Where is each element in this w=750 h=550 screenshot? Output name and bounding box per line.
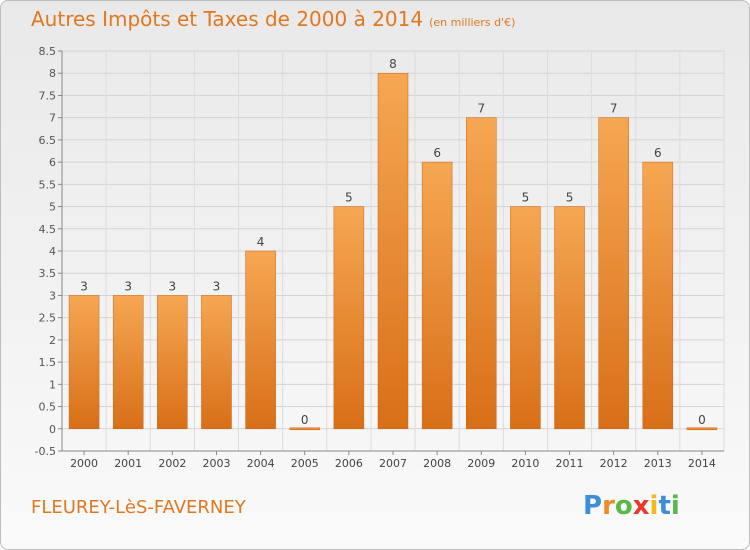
bars bbox=[68, 72, 718, 431]
chart-title-text: Autres Impôts et Taxes de 2000 à 2014 bbox=[31, 7, 424, 31]
axes: -0.5 0 0.5 1 1.5 2 2.5 3 3.5 4 4.5 5 5.5 6 6.5 7 7.5 8 8.5… bbox=[35, 45, 724, 470]
x-tick-label: 2014 bbox=[688, 457, 716, 470]
y-tick-label: 3.5 bbox=[39, 267, 57, 280]
data-label: 7 bbox=[610, 102, 618, 116]
x-tick-label: 2002 bbox=[158, 457, 186, 470]
y-tick-label: 1 bbox=[49, 378, 56, 391]
bar-2008 bbox=[421, 161, 453, 430]
bar-2011 bbox=[554, 206, 585, 430]
logo-letter: i bbox=[670, 491, 680, 521]
y-tick-label: 8.5 bbox=[39, 45, 57, 58]
data-label: 6 bbox=[654, 146, 662, 160]
x-tick-label: 2003 bbox=[202, 457, 230, 470]
y-tick-label: 1.5 bbox=[39, 356, 57, 369]
logo-letter: i bbox=[649, 491, 659, 521]
y-tick-label: 2.5 bbox=[39, 312, 57, 325]
bar-2010 bbox=[510, 206, 541, 430]
data-label: 3 bbox=[213, 279, 221, 293]
x-tick-label: 2009 bbox=[467, 457, 495, 470]
bar-2014 bbox=[686, 427, 718, 431]
logo-letter: r bbox=[602, 491, 615, 521]
data-label: 6 bbox=[433, 146, 441, 160]
data-label: 3 bbox=[124, 279, 132, 293]
bar-2003 bbox=[201, 295, 232, 430]
x-tick-label: 2010 bbox=[511, 457, 539, 470]
y-tick-label: 8 bbox=[49, 67, 56, 80]
y-tick-label: 6 bbox=[49, 156, 56, 169]
x-tick-label: 2012 bbox=[600, 457, 628, 470]
x-tick-label: 2001 bbox=[114, 457, 142, 470]
y-tick-label: 0.5 bbox=[39, 401, 57, 414]
y-tick-label: 5 bbox=[49, 201, 56, 214]
x-tick-label: 2004 bbox=[247, 457, 275, 470]
x-tick-label: 2008 bbox=[423, 457, 451, 470]
bar-2002 bbox=[157, 295, 188, 430]
data-label: 5 bbox=[522, 191, 530, 205]
y-tick-label: 4.5 bbox=[39, 223, 57, 236]
x-tick-label: 2000 bbox=[70, 457, 98, 470]
x-tick-label: 2013 bbox=[644, 457, 672, 470]
data-label: 5 bbox=[566, 191, 574, 205]
y-tick-label: 7.5 bbox=[39, 89, 57, 102]
y-tick-label: 3 bbox=[49, 289, 56, 302]
x-tick-label: 2007 bbox=[379, 457, 407, 470]
bar-2000 bbox=[68, 295, 100, 430]
x-tick-label: 2006 bbox=[335, 457, 363, 470]
y-tick-label: -0.5 bbox=[35, 445, 56, 458]
y-tick-label: 2 bbox=[49, 334, 56, 347]
logo-letter: P bbox=[583, 491, 603, 521]
chart-title: Autres Impôts et Taxes de 2000 à 2014 (en… bbox=[31, 7, 515, 31]
data-label: 0 bbox=[301, 413, 309, 427]
y-tick-label: 4 bbox=[49, 245, 56, 258]
data-label: 7 bbox=[477, 102, 485, 116]
x-tick-label: 2005 bbox=[291, 457, 319, 470]
bar-2006 bbox=[333, 206, 365, 430]
data-label: 3 bbox=[169, 279, 177, 293]
proxiti-logo: Proxiti bbox=[583, 491, 680, 521]
y-tick-label: 0 bbox=[49, 423, 56, 436]
logo-letter: o bbox=[614, 491, 633, 521]
chart-unit-note: (en milliers d'€) bbox=[429, 16, 516, 29]
logo-letter: x bbox=[632, 491, 650, 521]
bar-2001 bbox=[112, 295, 144, 430]
bar-2009 bbox=[466, 117, 497, 430]
y-tick-label: 5.5 bbox=[39, 178, 57, 191]
bar-2012 bbox=[598, 117, 629, 430]
logo-letter: t bbox=[658, 491, 671, 521]
bar-2007 bbox=[377, 72, 409, 430]
data-label: 0 bbox=[698, 413, 706, 427]
x-tick-label: 2011 bbox=[556, 457, 584, 470]
bar-2004 bbox=[245, 250, 276, 430]
data-label: 3 bbox=[80, 279, 88, 293]
data-label: 8 bbox=[389, 57, 397, 71]
y-tick-label: 6.5 bbox=[39, 134, 57, 147]
data-label: 5 bbox=[345, 191, 353, 205]
y-tick-label: 7 bbox=[49, 112, 56, 125]
data-labels: 3 3 3 3 4 0 5 8 6 7 5 5 7 6 0 bbox=[80, 57, 706, 427]
data-label: 4 bbox=[257, 235, 265, 249]
commune-name: FLEUREY-LèS-FAVERNEY bbox=[31, 497, 246, 518]
bar-2005 bbox=[289, 427, 320, 431]
bar-2013 bbox=[642, 161, 674, 430]
